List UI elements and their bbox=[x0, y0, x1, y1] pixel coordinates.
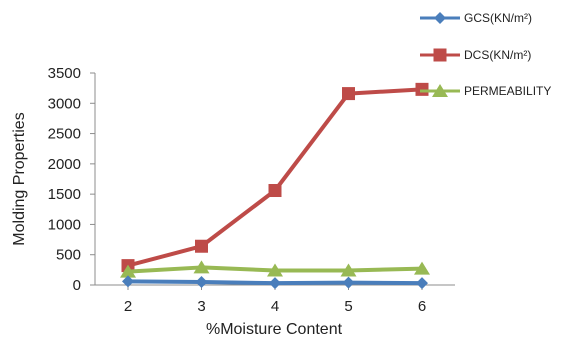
series-permeability bbox=[120, 260, 430, 278]
legend-label: PERMEABILITY bbox=[464, 84, 551, 98]
legend-marker bbox=[433, 48, 447, 62]
y-tick-label: 2000 bbox=[48, 156, 81, 173]
y-axis-title: Molding Properties bbox=[11, 112, 28, 245]
data-point-gcs-kn-m bbox=[342, 276, 355, 289]
x-tick-label: 2 bbox=[124, 298, 132, 315]
data-point-dcs-kn-m bbox=[268, 184, 282, 198]
y-tick-label: 1500 bbox=[48, 186, 81, 203]
data-point-permeability bbox=[340, 263, 357, 277]
x-axis-title: %Moisture Content bbox=[206, 321, 343, 338]
x-tick-label: 5 bbox=[344, 298, 352, 315]
legend-item-dcs-kn-m: DCS(KN/m²) bbox=[420, 48, 531, 62]
y-axis-ticks: 0 500 1000 1500 2000 2500 3000 3500 bbox=[48, 65, 95, 294]
legend-label: GCS(KN/m²) bbox=[464, 11, 532, 25]
data-point-permeability bbox=[414, 261, 430, 275]
x-tick-label: 6 bbox=[418, 298, 426, 315]
legend-marker bbox=[434, 12, 446, 24]
data-point-gcs-kn-m bbox=[122, 275, 134, 288]
legend-marker bbox=[432, 84, 448, 97]
legend-item-permeability: PERMEABILITY bbox=[420, 84, 551, 98]
data-point-permeability bbox=[267, 263, 283, 277]
series-line-dcs-kn-m bbox=[127, 87, 423, 268]
legend-item-gcs-kn-m: GCS(KN/m²) bbox=[420, 11, 532, 25]
data-point-permeability bbox=[193, 260, 210, 274]
y-tick-label: 1000 bbox=[48, 216, 81, 233]
data-point-gcs-kn-m bbox=[195, 275, 208, 288]
data-point-permeability bbox=[120, 264, 136, 278]
y-tick-label: 2500 bbox=[48, 126, 81, 143]
series-layer bbox=[120, 82, 430, 290]
data-point-dcs-kn-m bbox=[415, 82, 429, 96]
x-tick-label: 3 bbox=[197, 298, 205, 315]
series-dcs-kn-m bbox=[121, 82, 429, 273]
data-point-dcs-kn-m bbox=[342, 87, 355, 101]
data-point-gcs-kn-m bbox=[416, 277, 428, 290]
legend: GCS(KN/m²) DCS(KN/m²) PERMEABILITY bbox=[420, 11, 551, 98]
x-axis-ticks: 2 3 4 5 6 bbox=[124, 285, 426, 315]
y-tick-label: 3500 bbox=[48, 65, 81, 82]
y-tick-label: 500 bbox=[56, 247, 81, 264]
data-point-gcs-kn-m bbox=[269, 277, 281, 290]
y-tick-label: 3000 bbox=[48, 95, 81, 112]
x-tick-label: 4 bbox=[271, 298, 279, 315]
data-point-dcs-kn-m bbox=[195, 239, 208, 253]
series-gcs-kn-m bbox=[122, 275, 428, 290]
legend-label: DCS(KN/m²) bbox=[464, 48, 531, 62]
chart-axes: 0 500 1000 1500 2000 2500 3000 3500 2 3 4 5 6 bbox=[48, 65, 455, 315]
y-tick-label: 0 bbox=[73, 277, 81, 294]
